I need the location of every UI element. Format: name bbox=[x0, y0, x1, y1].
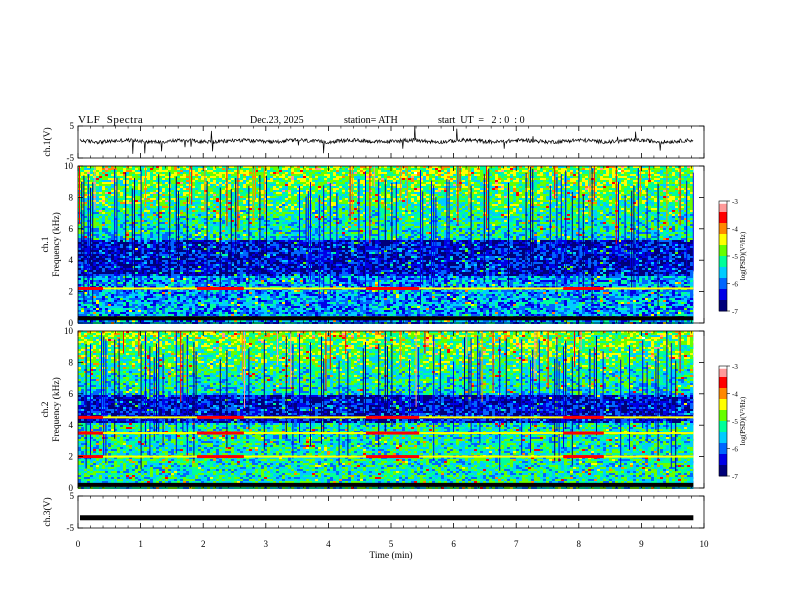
y-tick-label: 5 bbox=[70, 491, 75, 501]
tone-segment bbox=[197, 287, 244, 290]
waveform-trace bbox=[80, 515, 693, 520]
waveform-trace bbox=[80, 126, 693, 154]
y-tick-label: 4 bbox=[69, 255, 74, 265]
colorbar-label: log(PSD)(V²/Hz) bbox=[739, 231, 747, 280]
y-tick-label: 2 bbox=[69, 287, 74, 297]
colorbar-tick-label: -6 bbox=[732, 446, 738, 454]
colorbar-tick-label: -7 bbox=[732, 308, 738, 316]
tone-segment bbox=[197, 455, 244, 458]
tone-segment bbox=[78, 432, 103, 435]
dark-line bbox=[78, 316, 693, 320]
tone-segment bbox=[366, 416, 419, 419]
x-tick-label: 8 bbox=[577, 539, 582, 549]
dark-line bbox=[78, 483, 693, 487]
y-tick-label: 10 bbox=[64, 326, 74, 336]
y-axis-label: ch.3(V) bbox=[42, 497, 53, 526]
tone-segment bbox=[78, 416, 103, 419]
x-tick-label: 6 bbox=[451, 539, 456, 549]
colorbar-tick-label: -3 bbox=[732, 363, 738, 371]
colorbar-tick-label: -5 bbox=[732, 253, 738, 261]
x-tick-label: 0 bbox=[76, 539, 81, 549]
x-tick-label: 2 bbox=[201, 539, 206, 549]
tone-segment bbox=[366, 287, 419, 290]
x-tick-label: 1 bbox=[138, 539, 143, 549]
tone-segment bbox=[197, 416, 244, 419]
colorbar: -3 -4 -5 -6 -7 log(PSD)(V²/Hz) bbox=[719, 198, 747, 316]
x-tick-label: 9 bbox=[639, 539, 644, 549]
tone-segment bbox=[563, 287, 604, 290]
colorbar-label: log(PSD)(V²/Hz) bbox=[739, 396, 747, 445]
x-tick-label: 5 bbox=[389, 539, 394, 549]
x-tick-label: 4 bbox=[326, 539, 331, 549]
tone-segment bbox=[563, 432, 604, 435]
colorbar-tick-label: -3 bbox=[732, 198, 738, 206]
y-tick-label: 8 bbox=[69, 192, 74, 202]
colorbar-tick-label: -7 bbox=[732, 473, 738, 481]
ch2-spectrogram bbox=[78, 331, 693, 489]
y-tick-label: 8 bbox=[69, 357, 74, 367]
y-tick-label: 2 bbox=[69, 452, 74, 462]
y-tick-label: -5 bbox=[67, 523, 75, 533]
colorbar-tick-label: -6 bbox=[732, 281, 738, 289]
colorbar-tick-label: -4 bbox=[732, 391, 738, 399]
colorbar: -3 -4 -5 -6 -7 log(PSD)(V²/Hz) bbox=[719, 363, 747, 481]
y-tick-label: 5 bbox=[70, 121, 75, 131]
tone-segment bbox=[366, 455, 419, 458]
y-tick-label: 6 bbox=[69, 389, 74, 399]
tone-segment bbox=[563, 416, 604, 419]
tone-segment bbox=[197, 432, 244, 435]
x-tick-label: 3 bbox=[264, 539, 269, 549]
ch3-waveform bbox=[80, 515, 693, 520]
y-axis-label: ch.1(V) bbox=[42, 127, 53, 156]
y-axis-label: ch.2Frequency (kHz) bbox=[41, 377, 62, 442]
colorbar-tick-label: -5 bbox=[732, 418, 738, 426]
tone-segment bbox=[366, 432, 419, 435]
y-axis-label: ch.1Frequency (kHz) bbox=[41, 212, 62, 277]
x-tick-label: 7 bbox=[514, 539, 519, 549]
tone-segment bbox=[563, 455, 604, 458]
y-tick-label: 6 bbox=[69, 224, 74, 234]
colorbar-tick-label: -4 bbox=[732, 226, 738, 234]
tone-segment bbox=[78, 287, 103, 290]
x-axis-label: Time (min) bbox=[369, 550, 412, 561]
y-tick-label: 4 bbox=[69, 420, 74, 430]
x-tick-label: 10 bbox=[700, 539, 710, 549]
ch1-waveform bbox=[80, 126, 693, 154]
y-tick-label: 10 bbox=[64, 161, 74, 171]
ch1-spectrogram bbox=[78, 166, 694, 324]
